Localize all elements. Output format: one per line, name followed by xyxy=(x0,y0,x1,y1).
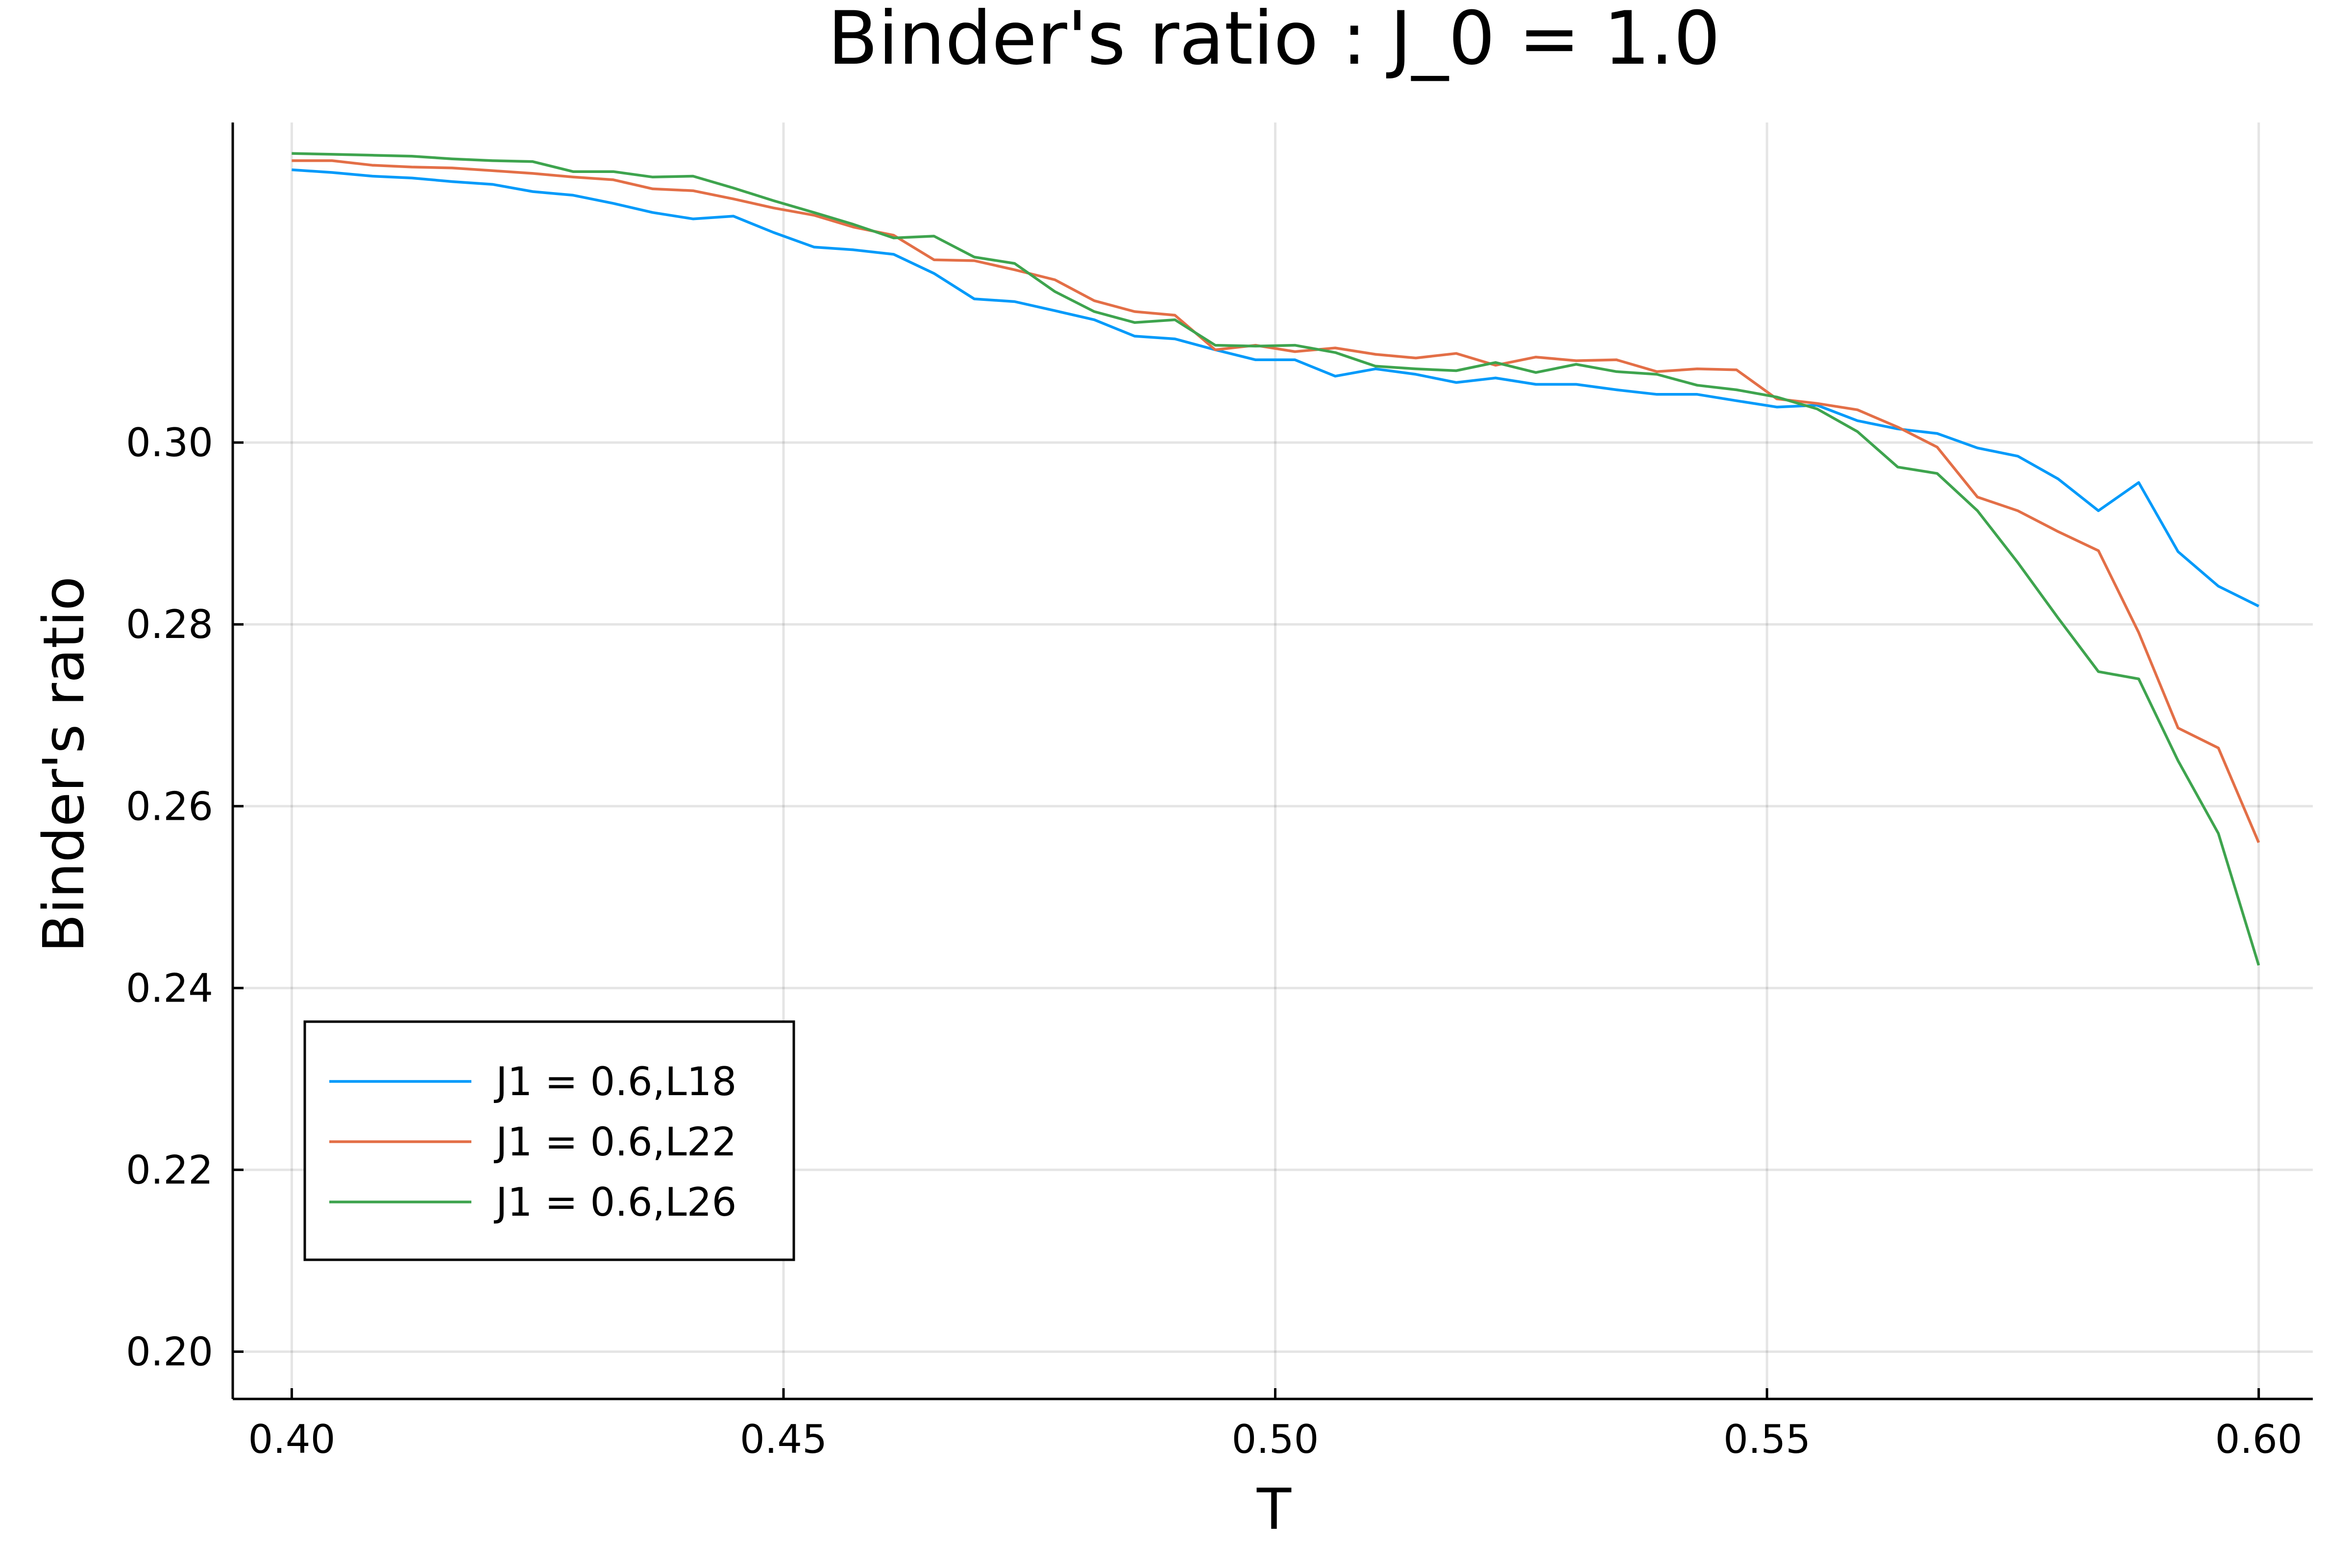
y-axis-label: Binder's ratio xyxy=(31,576,97,953)
x-tick-label: 0.40 xyxy=(248,1417,335,1462)
y-tick-label: 0.30 xyxy=(126,420,213,466)
series-line-1 xyxy=(292,168,2259,608)
y-tick-label: 0.20 xyxy=(126,1329,213,1375)
x-tick-label: 0.50 xyxy=(1231,1417,1319,1462)
y-tick-label: 0.24 xyxy=(126,965,213,1011)
y-tick-label: 0.26 xyxy=(126,784,213,829)
series-line-2 xyxy=(292,159,2260,843)
chart-title: Binder's ratio : J_0 = 1.0 xyxy=(828,0,1720,81)
x-axis-label: T xyxy=(1256,1477,1292,1543)
plot-series xyxy=(292,152,2260,966)
x-tick-label: 0.60 xyxy=(2215,1417,2303,1462)
legend-label: J1 = 0.6,L22 xyxy=(493,1119,736,1165)
y-tick-label: 0.28 xyxy=(126,602,213,647)
x-tick-label: 0.55 xyxy=(1723,1417,1811,1462)
legend-label: J1 = 0.6,L18 xyxy=(493,1059,736,1104)
legend: J1 = 0.6,L18 J1 = 0.6,L22 J1 = 0.6,L26 xyxy=(303,1020,795,1261)
series-line-3 xyxy=(292,152,2260,966)
axes: 0.40 0.45 0.50 0.55 0.60 0.20 0.22 0.24 0.26 0.28… xyxy=(126,122,2313,1462)
legend-label: J1 = 0.6,L26 xyxy=(493,1179,736,1225)
y-tick-label: 0.22 xyxy=(126,1147,213,1193)
x-tick-label: 0.45 xyxy=(740,1417,827,1462)
